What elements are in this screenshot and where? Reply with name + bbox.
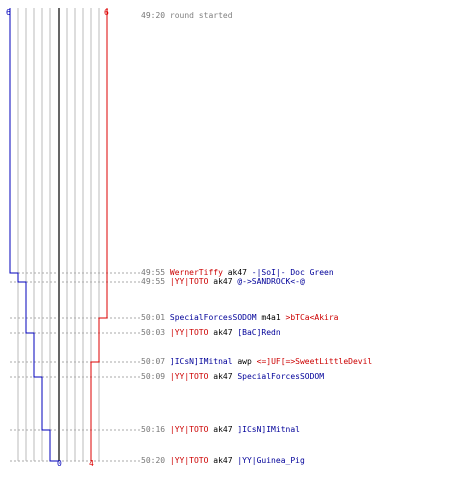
weapon-name: awp — [232, 357, 257, 366]
red-start-score: 6 — [104, 8, 109, 17]
victim-name: ]ICsN]IMitnal — [237, 425, 300, 434]
event-time: 50:09 — [141, 372, 170, 381]
weapon-name: ak47 — [208, 372, 238, 381]
killer-name: |YY|TOTO — [169, 456, 209, 465]
event-time: 49:20 — [141, 11, 170, 20]
event-row: 50:16 |YY|TOTO ak47 ]ICsN]IMitnal — [141, 425, 300, 434]
weapon-name: ak47 — [208, 277, 238, 286]
event-row: 50:01 SpecialForcesSODOM m4a1 >bTCa<Akir… — [141, 313, 339, 322]
killer-name: SpecialForcesSODOM — [169, 313, 257, 322]
event-time: 49:55 — [141, 277, 170, 286]
event-row: 49:20 round started — [141, 11, 233, 20]
blue-start-score: 6 — [6, 8, 11, 17]
event-time: 49:55 — [141, 268, 170, 277]
killer-name: WernerTiffy — [169, 268, 223, 277]
event-message: round started — [169, 11, 233, 20]
killer-name: |YY|TOTO — [169, 425, 209, 434]
event-time: 50:16 — [141, 425, 170, 434]
weapon-name: ak47 — [222, 268, 252, 277]
blue-end-score: 0 — [57, 459, 62, 468]
event-time: 50:03 — [141, 328, 170, 337]
victim-name: <=]UF[=>SweetLittleDevil — [256, 357, 373, 366]
event-row: 50:20 |YY|TOTO ak47 |YY|Guinea_Pig — [141, 456, 305, 465]
weapon-name: ak47 — [208, 328, 238, 337]
victim-name: |YY|Guinea_Pig — [237, 456, 305, 465]
victim-name: >bTCa<Akira — [285, 313, 339, 322]
red-team-score-line — [90, 8, 108, 461]
event-row: 50:09 |YY|TOTO ak47 SpecialForcesSODOM — [141, 372, 324, 381]
event-row: 49:55 WernerTiffy ak47 -|SoI|- Doc Green — [141, 268, 334, 277]
event-time: 50:20 — [141, 456, 170, 465]
killer-name: |YY|TOTO — [169, 372, 209, 381]
victim-name: -|SoI|- Doc Green — [251, 268, 334, 277]
victim-name: SpecialForcesSODOM — [237, 372, 325, 381]
killer-name: |YY|TOTO — [169, 277, 209, 286]
victim-name: @->SANDROCK<-@ — [237, 277, 305, 286]
blue-team-score-line — [9, 8, 59, 462]
killer-name: ]ICsN]IMitnal — [169, 357, 233, 366]
weapon-name: ak47 — [208, 425, 238, 434]
event-row: 50:07 ]ICsN]IMitnal awp <=]UF[=>SweetLit… — [141, 357, 372, 366]
event-time: 50:07 — [141, 357, 170, 366]
event-time: 50:01 — [141, 313, 170, 322]
killer-name: |YY|TOTO — [169, 328, 209, 337]
timeline-grid — [17, 8, 100, 461]
weapon-name: m4a1 — [256, 313, 286, 322]
event-row: 49:55 |YY|TOTO ak47 @->SANDROCK<-@ — [141, 277, 305, 286]
victim-name: [BaC]Redn — [237, 328, 281, 337]
weapon-name: ak47 — [208, 456, 238, 465]
red-end-score: 4 — [89, 459, 94, 468]
event-row: 50:03 |YY|TOTO ak47 [BaC]Redn — [141, 328, 281, 337]
